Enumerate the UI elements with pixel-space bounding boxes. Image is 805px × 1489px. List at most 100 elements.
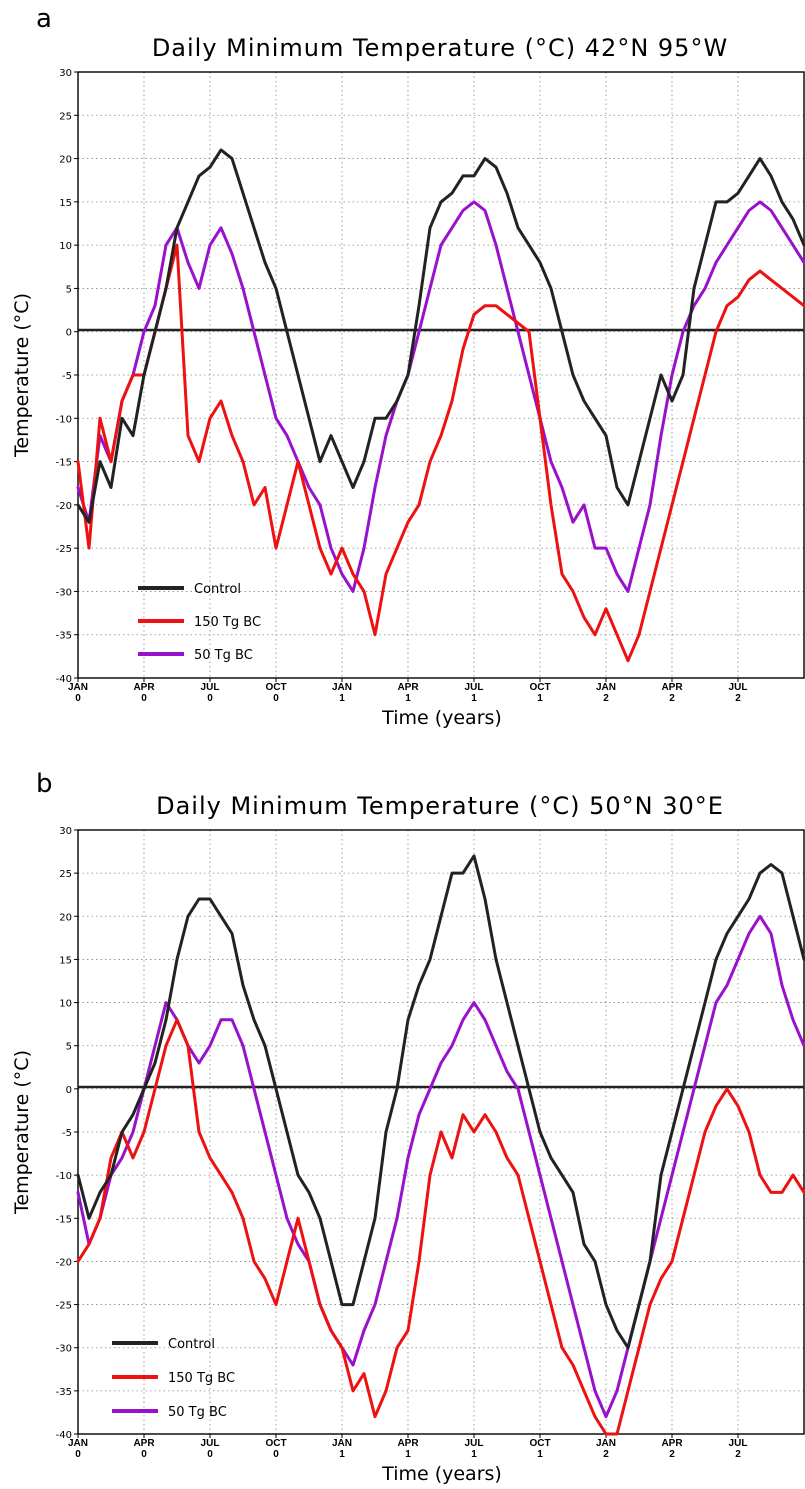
panel-b-y-tick-label: -20: [56, 1257, 72, 1268]
panel-a-y-axis-label: Temperature (°C): [11, 293, 33, 458]
panel-a-series-50-tg-bc-line: [76, 200, 805, 593]
panel-a-x-tick-month: APR: [133, 682, 155, 693]
panel-b-y-tick-label: -5: [62, 1128, 72, 1139]
panel-b-x-tick-month: APR: [133, 1438, 155, 1449]
panel-a-y-tick-label: -40: [56, 674, 72, 685]
panel-a-x-tick-year: 2: [603, 693, 609, 704]
panel-a-x-tick-month: APR: [661, 682, 683, 693]
panel-a-x-tick-year: 2: [669, 693, 675, 704]
panel-b-x-tick-year: 2: [603, 1449, 609, 1460]
panel-b-x-tick-month: APR: [397, 1438, 419, 1449]
panel-a-y-tick-label: -10: [56, 414, 72, 425]
panel-a-y-tick-label: -20: [56, 501, 72, 512]
panel-b-series-control-line: [76, 854, 805, 1350]
panel-b-y-tick-label: 10: [59, 999, 72, 1010]
panel-a-legend-label-control: Control: [194, 582, 241, 597]
panel-b-x-tick-year: 0: [141, 1449, 147, 1460]
panel-b-y-tick-label: -35: [56, 1387, 72, 1398]
panel-b-x-tick-year: 0: [75, 1449, 81, 1460]
panel-a-series-control-line: [76, 148, 805, 524]
panel-a-y-tick-label: 25: [59, 111, 72, 122]
panel-b-y-tick-label: 5: [66, 1042, 72, 1053]
panel-b-legend-label-150-tg-bc: 150 Tg BC: [168, 1371, 235, 1386]
panel-b-y-tick-label: 20: [59, 912, 72, 923]
panel-b-legend-label-50-tg-bc: 50 Tg BC: [168, 1405, 227, 1420]
panel-a-x-tick-month: JAN: [332, 682, 352, 693]
panel-a-y-tick-label: 30: [59, 68, 72, 79]
panel-b-x-tick-year: 1: [471, 1449, 477, 1460]
panel-a-x-tick-year: 0: [75, 693, 81, 704]
panel-a-x-tick-month: JAN: [68, 682, 88, 693]
panel-a-x-tick-month: OCT: [265, 682, 286, 693]
panel-a-x-tick-year: 0: [273, 693, 279, 704]
panel-a-x-axis-label: Time (years): [381, 707, 502, 729]
panel-a-y-tick-label: 15: [59, 198, 72, 209]
panel-b-x-tick-month: JAN: [596, 1438, 616, 1449]
panel-a-y-tick-label: 10: [59, 241, 72, 252]
panel-b-y-tick-label: -10: [56, 1171, 72, 1182]
panel-b: b Daily Minimum Temperature (°C) 50°N 30…: [11, 769, 805, 1485]
panel-b-x-tick-year: 1: [537, 1449, 543, 1460]
panel-b-x-tick-month: JAN: [68, 1438, 88, 1449]
panel-a-x-tick-month: JAN: [596, 682, 616, 693]
panel-a-x-tick-month: APR: [397, 682, 419, 693]
panel-b-y-tick-label: -40: [56, 1430, 72, 1441]
panel-b-frame: [77, 829, 805, 1435]
panel-a-y-tick-label: -25: [56, 544, 72, 555]
panel-b-series: [76, 854, 805, 1436]
panel-a-x-tick-year: 0: [141, 693, 147, 704]
panel-b-y-tick-label: 0: [66, 1085, 72, 1096]
panel-a-y-tick-label: -5: [62, 371, 72, 382]
panel-b-x-tick-month: APR: [661, 1438, 683, 1449]
panel-a-grid: [78, 72, 804, 678]
panel-a-series-150-tg-bc-line: [76, 243, 805, 663]
panel-b-x-tick-year: 2: [735, 1449, 741, 1460]
panel-b-legend: Control 150 Tg BC 50 Tg BC: [112, 1337, 235, 1420]
panel-a-x-tick-year: 1: [339, 693, 345, 704]
panel-a-legend-label-150-tg-bc: 150 Tg BC: [194, 615, 261, 630]
panel-b-x-tick-month: OCT: [265, 1438, 286, 1449]
panel-b-y-tick-label: -25: [56, 1301, 72, 1312]
panel-a-y-ticks: 30 25 20 15 10 5 0 -5 -10 -15 -20 -25 -30 -35 -40: [56, 68, 78, 685]
panel-b-x-tick-month: JUL: [729, 1438, 748, 1449]
panel-a-x-tick-month: JUL: [729, 682, 748, 693]
panel-a-x-tick-year: 1: [537, 693, 543, 704]
panel-b-y-ticks: 30 25 20 15 10 5 0 -5 -10 -15 -20 -25 -30 -35 -40: [56, 826, 78, 1441]
panel-a-x-tick-year: 0: [207, 693, 213, 704]
panel-b-x-tick-month: JUL: [465, 1438, 484, 1449]
panel-a-letter: a: [36, 4, 52, 34]
panel-b-letter: b: [36, 769, 53, 799]
panel-b-y-tick-label: 15: [59, 955, 72, 966]
panel-a-y-tick-label: -15: [56, 458, 72, 469]
panel-b-x-tick-year: 1: [339, 1449, 345, 1460]
panel-b-series-50-tg-bc-line: [76, 914, 805, 1419]
panel-b-x-tick-year: 0: [207, 1449, 213, 1460]
panel-b-y-tick-label: 30: [59, 826, 72, 837]
panel-b-y-axis-label: Temperature (°C): [11, 1050, 33, 1215]
panel-b-x-axis-label: Time (years): [381, 1463, 502, 1485]
panel-a: a Daily Minimum Temperature (°C) 42°N 95…: [11, 4, 805, 729]
panel-b-x-tick-month: JUL: [201, 1438, 220, 1449]
panel-a-series: [76, 148, 805, 663]
panel-b-x-tick-month: JAN: [332, 1438, 352, 1449]
panel-b-x-tick-year: 2: [669, 1449, 675, 1460]
panel-a-y-tick-label: 0: [66, 328, 72, 339]
panel-b-series-150-tg-bc-line: [76, 1018, 805, 1436]
panel-a-y-tick-label: -35: [56, 631, 72, 642]
panel-a-x-tick-year: 2: [735, 693, 741, 704]
panel-b-x-tick-month: OCT: [529, 1438, 550, 1449]
panel-b-x-tick-year: 0: [273, 1449, 279, 1460]
panel-a-x-tick-year: 1: [471, 693, 477, 704]
panel-b-x-tick-year: 1: [405, 1449, 411, 1460]
panel-a-x-tick-month: JUL: [201, 682, 220, 693]
panel-a-x-tick-month: JUL: [465, 682, 484, 693]
panel-a-x-ticks: JAN0APR0JUL0OCT0JAN1APR1JUL1OCT1JAN2APR2…: [68, 678, 747, 704]
panel-b-y-tick-label: 25: [59, 869, 72, 880]
panel-b-title: Daily Minimum Temperature (°C) 50°N 30°E: [156, 792, 724, 820]
panel-a-title: Daily Minimum Temperature (°C) 42°N 95°W: [152, 34, 728, 62]
panel-b-x-ticks: JAN0APR0JUL0OCT0JAN1APR1JUL1OCT1JAN2APR2…: [68, 1434, 747, 1460]
panel-b-legend-label-control: Control: [168, 1337, 215, 1352]
panel-a-legend: Control 150 Tg BC 50 Tg BC: [138, 582, 261, 663]
panel-a-y-tick-label: 5: [66, 284, 72, 295]
